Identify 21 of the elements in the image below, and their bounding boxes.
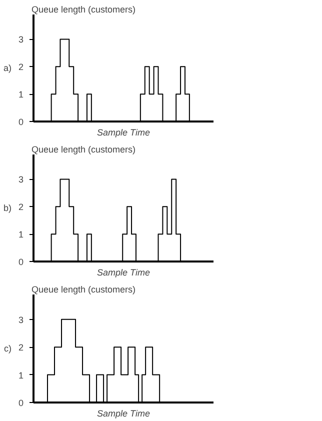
y-tick-label: 2 [18, 342, 24, 353]
y-tick-label: 0 [18, 398, 24, 408]
y-axis-title: Queue length (customers) [32, 284, 136, 294]
y-tick-label: 1 [18, 90, 24, 100]
y-tick-label: 1 [18, 230, 24, 240]
x-axis-title: Sample Time [97, 408, 150, 418]
x-axis-title: Sample Time [97, 128, 150, 138]
y-tick-label: 1 [18, 370, 24, 380]
y-tick-label: 2 [18, 62, 24, 72]
y-tick-label: 2 [18, 202, 24, 212]
text: c) [4, 344, 12, 354]
y-axis-title: Queue length (customers) [32, 4, 136, 14]
x-axis-title: Sample Time [97, 268, 150, 278]
y-axis-title: Queue length (customers) [32, 144, 136, 154]
y-tick-label: 3 [18, 314, 24, 325]
y-tick-label: 3 [18, 34, 24, 45]
y-tick-label: 0 [18, 117, 24, 127]
y-tick-label: 0 [18, 257, 24, 267]
text: a) [3, 63, 12, 73]
y-tick-label: 3 [18, 174, 24, 185]
text: b) [3, 203, 12, 213]
